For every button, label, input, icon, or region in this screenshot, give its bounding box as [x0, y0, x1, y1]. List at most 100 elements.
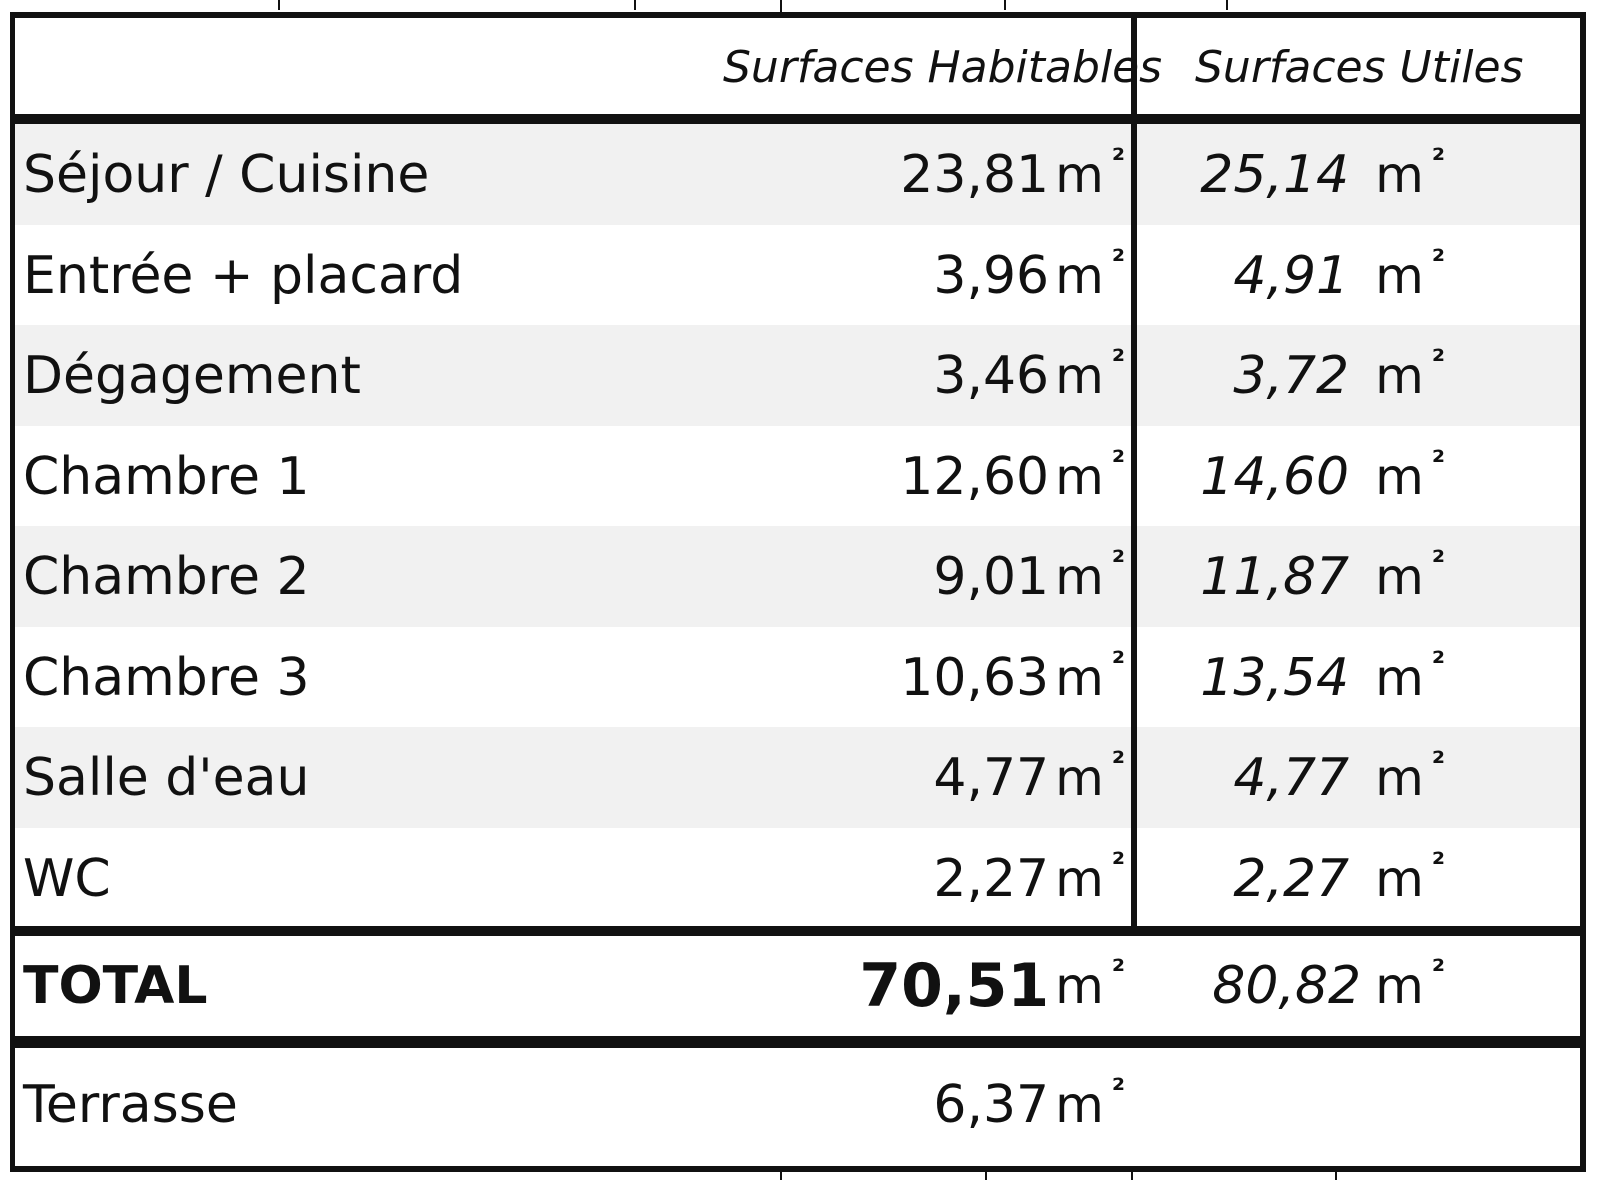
unit-m: m — [1055, 145, 1104, 204]
unit-sup: ² — [1431, 544, 1445, 580]
row-habitable: 3,96 m ² — [715, 225, 1125, 326]
row-label: Chambre 3 — [23, 647, 310, 708]
row-label: Dégagement — [23, 345, 361, 406]
unit-sup: ² — [1111, 745, 1125, 781]
row-habitable-value: 3,46 — [933, 345, 1050, 406]
unit-sup: ² — [1111, 846, 1125, 882]
row-utile: 25,14 m ² — [1175, 124, 1445, 225]
unit-m: m — [1055, 1076, 1104, 1134]
top-tick — [780, 0, 782, 18]
row-habitable: 23,81 m ² — [715, 124, 1125, 225]
unit-sup: ² — [1111, 1073, 1125, 1108]
row-habitable: 4,77 m ² — [715, 727, 1125, 828]
unit-m: m — [1375, 748, 1424, 807]
unit-m: m — [1055, 957, 1104, 1015]
unit-sup: ² — [1431, 745, 1445, 781]
unit-m: m — [1375, 447, 1424, 506]
row-utile-value: 14,60 — [1200, 446, 1350, 507]
unit-sup: ² — [1431, 343, 1445, 379]
total-habitable-value: 70,51 — [859, 951, 1050, 1021]
row-habitable-value: 12,60 — [900, 446, 1050, 507]
unit-m: m — [1375, 145, 1424, 204]
row-habitable: 3,46 m ² — [715, 325, 1125, 426]
row-utile-value: 25,14 — [1200, 144, 1350, 205]
top-tick — [1226, 0, 1228, 10]
row-utile-value: 13,54 — [1200, 647, 1350, 708]
row-habitable-value: 10,63 — [900, 647, 1050, 708]
unit-sup: ² — [1111, 343, 1125, 379]
unit-m: m — [1055, 346, 1104, 405]
row-habitable: 12,60 m ² — [715, 426, 1125, 527]
row-utile-value: 4,77 — [1233, 747, 1350, 808]
row-utile: 4,77 m ² — [1175, 727, 1445, 828]
row-utile-value: 2,27 — [1233, 848, 1350, 909]
row-habitable: 9,01 m ² — [715, 526, 1125, 627]
unit-m: m — [1375, 346, 1424, 405]
row-utile: 13,54 m ² — [1175, 627, 1445, 728]
terrasse-habitable-value: 6,37 — [933, 1075, 1050, 1135]
unit-sup: ² — [1431, 142, 1445, 178]
row-utile: 14,60 m ² — [1175, 426, 1445, 527]
header-divider — [12, 114, 1584, 124]
header-utiles-text: Surfaces Utiles — [1195, 41, 1524, 93]
row-label: Chambre 1 — [23, 446, 310, 507]
row-label: WC — [23, 848, 111, 909]
unit-m: m — [1375, 547, 1424, 606]
row-label: Chambre 2 — [23, 546, 310, 607]
row-habitable: 10,63 m ² — [715, 627, 1125, 728]
top-tick — [278, 0, 280, 10]
top-tick — [634, 0, 636, 10]
row-habitable-value: 4,77 — [933, 747, 1050, 808]
column-divider — [1131, 14, 1137, 926]
unit-sup: ² — [1111, 243, 1125, 279]
row-utile-value: 11,87 — [1200, 546, 1350, 607]
unit-sup: ² — [1111, 954, 1125, 989]
header-row: Surfaces Habitables Surfaces Utiles — [15, 18, 1580, 116]
table-row: Séjour / Cuisine 23,81 m ² 25,14 m ² — [15, 124, 1580, 225]
row-habitable-value: 9,01 — [933, 546, 1050, 607]
row-utile: 11,87 m ² — [1175, 526, 1445, 627]
row-label: Salle d'eau — [23, 747, 310, 808]
header-habitables-text: Surfaces Habitables — [723, 41, 1163, 93]
table-row: Chambre 2 9,01 m ² 11,87 m ² — [15, 526, 1580, 627]
table-row: Salle d'eau 4,77 m ² 4,77 m ² — [15, 727, 1580, 828]
unit-sup: ² — [1111, 444, 1125, 480]
unit-m: m — [1055, 547, 1104, 606]
row-habitable-value: 3,96 — [933, 245, 1050, 306]
row-utile: 4,91 m ² — [1175, 225, 1445, 326]
unit-sup: ² — [1431, 444, 1445, 480]
top-tick — [1004, 0, 1006, 10]
unit-sup: ² — [1431, 846, 1445, 882]
unit-sup: ² — [1431, 645, 1445, 681]
header-habitables: Surfaces Habitables — [723, 18, 1163, 116]
unit-sup: ² — [1431, 954, 1445, 989]
unit-m: m — [1375, 957, 1424, 1015]
row-utile: 3,72 m ² — [1175, 325, 1445, 426]
row-habitable-value: 23,81 — [900, 144, 1050, 205]
row-utile-value: 4,91 — [1233, 245, 1350, 306]
unit-m: m — [1055, 849, 1104, 908]
table-row: Entrée + placard 3,96 m ² 4,91 m ² — [15, 225, 1580, 326]
unit-m: m — [1055, 447, 1104, 506]
total-bottom-rule — [12, 1036, 1584, 1048]
unit-m: m — [1375, 849, 1424, 908]
table-row: WC 2,27 m ² 2,27 m ² — [15, 828, 1580, 929]
total-label: TOTAL — [23, 956, 208, 1016]
